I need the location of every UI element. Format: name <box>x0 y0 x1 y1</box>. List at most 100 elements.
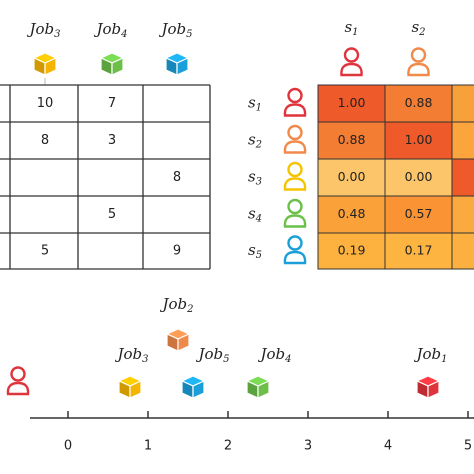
label-sub: 2 <box>186 304 193 315</box>
matrix-cell <box>384 158 453 197</box>
label-base: s <box>411 18 419 36</box>
label-base: s <box>248 241 256 259</box>
cube-icon <box>415 375 441 399</box>
matrix-cell <box>451 232 474 270</box>
user-body <box>283 177 307 191</box>
label-base: Job <box>114 345 142 363</box>
user-icon <box>283 235 307 265</box>
matrix-value: 0.00 <box>405 169 433 184</box>
row-header: s2 <box>248 131 262 151</box>
job-header: Job5 <box>158 20 192 40</box>
user-icon <box>407 47 430 77</box>
user-body <box>283 103 307 117</box>
cube-icon <box>117 375 143 399</box>
row-header: s1 <box>248 94 262 114</box>
user-head <box>410 47 427 63</box>
matrix-value: 0.88 <box>338 132 366 147</box>
cube-right <box>427 380 440 399</box>
label-sub: 3 <box>54 29 60 40</box>
label-sub: 5 <box>223 354 229 365</box>
label-base: s <box>248 131 256 149</box>
user-body <box>283 214 307 228</box>
row-header: s3 <box>248 168 262 188</box>
cube-icon <box>32 52 58 76</box>
table-cell: 5 <box>108 207 116 222</box>
cube-right <box>192 380 205 399</box>
job-label: Job4 <box>257 345 291 365</box>
label-sub: 4 <box>284 354 291 365</box>
label-sub: 2 <box>418 27 425 38</box>
axis-label: 5 <box>464 439 472 454</box>
cube-icon <box>165 328 191 352</box>
label-sub: 2 <box>255 139 262 150</box>
cube-icon <box>180 375 206 399</box>
matrix-value: 0.17 <box>405 243 433 258</box>
table-cell: 8 <box>173 170 181 185</box>
label-base: Job <box>413 345 441 363</box>
user-head <box>287 124 303 141</box>
matrix-cell <box>451 158 474 197</box>
job-header: Job3 <box>26 20 60 40</box>
user-body <box>340 62 363 77</box>
col-header: s2 <box>411 18 425 38</box>
matrix-cell <box>317 195 386 234</box>
table-cell: 8 <box>41 133 49 148</box>
user-head <box>287 235 303 251</box>
matrix-cell <box>451 195 474 234</box>
cube-right <box>44 57 57 76</box>
matrix-cell <box>317 232 386 270</box>
user-icon <box>283 124 307 154</box>
label-sub: 1 <box>256 102 262 113</box>
matrix-value: 1.00 <box>405 132 433 147</box>
cube-icon <box>245 375 271 399</box>
table-cell: 7 <box>108 96 116 111</box>
job-label: Job2 <box>159 295 193 315</box>
cube-right <box>129 380 142 399</box>
cube-right <box>257 380 270 399</box>
axis-label: 4 <box>384 439 392 454</box>
matrix-value: 0.19 <box>338 243 366 258</box>
label-base: s <box>248 168 256 186</box>
label-sub: 5 <box>186 29 192 40</box>
user-icon <box>6 366 30 396</box>
table-cell: 3 <box>108 133 116 148</box>
table-cell: 10 <box>37 96 54 111</box>
matrix-cell <box>384 232 453 270</box>
user-body <box>6 381 30 396</box>
label-base: s <box>248 205 256 223</box>
matrix-value: 0.88 <box>405 95 433 110</box>
user-head <box>287 161 303 178</box>
matrix-cell <box>384 121 453 160</box>
table-cell: 5 <box>41 244 49 259</box>
matrix-value: 0.00 <box>338 169 366 184</box>
cube-icon <box>99 52 125 76</box>
col-header: s1 <box>344 18 358 38</box>
label-sub: 4 <box>255 213 262 224</box>
table-cell: 9 <box>173 244 181 259</box>
user-body <box>283 140 307 154</box>
user-icon <box>340 47 363 77</box>
matrix-value: 0.48 <box>338 206 366 221</box>
matrix-cell <box>451 121 474 160</box>
job-label: Job3 <box>114 345 148 365</box>
axis-label: 1 <box>144 439 152 454</box>
cube-right <box>176 57 189 76</box>
user-icon <box>283 161 307 191</box>
matrix-value: 0.57 <box>405 206 433 221</box>
axis-label: 0 <box>64 439 72 454</box>
matrix-cell <box>384 195 453 234</box>
label-sub: 3 <box>256 176 262 187</box>
user-head <box>287 87 303 104</box>
matrix-value: 1.00 <box>338 95 366 110</box>
label-base: Job <box>93 20 121 38</box>
job-label: Job1 <box>413 345 447 365</box>
user-body <box>407 62 430 77</box>
axis-label: 3 <box>304 439 312 454</box>
job-header: Job4 <box>93 20 127 40</box>
label-sub: 5 <box>256 250 262 261</box>
row-header: s5 <box>248 241 262 261</box>
job-label: Job5 <box>195 345 229 365</box>
label-base: Job <box>257 345 285 363</box>
row-header: s4 <box>248 205 262 225</box>
